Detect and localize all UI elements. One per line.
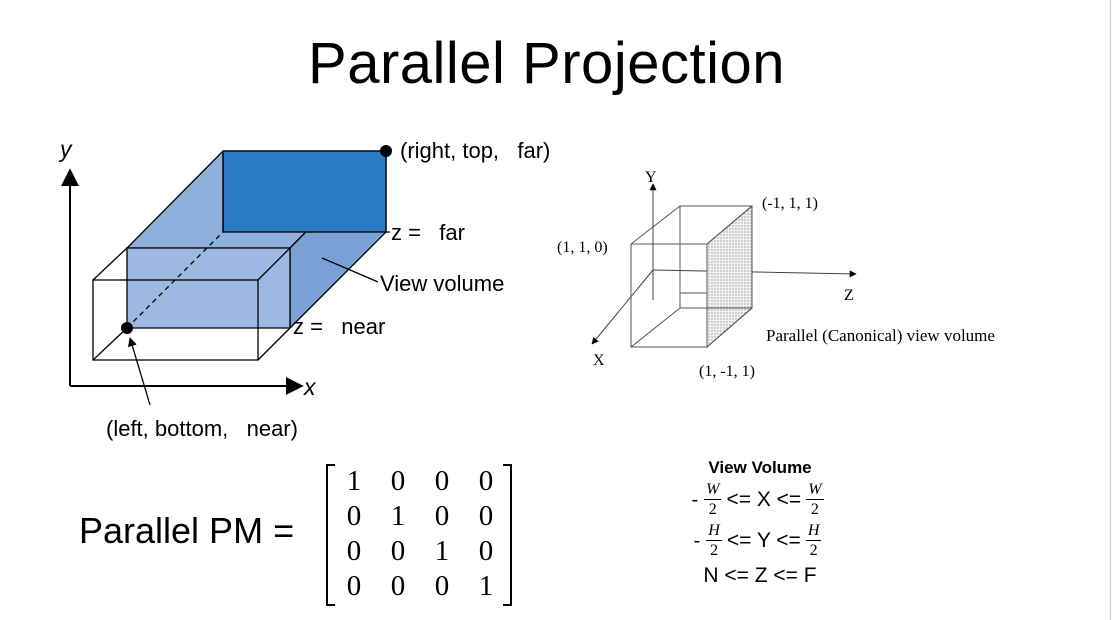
matrix-cell: 0 [390, 465, 406, 497]
matrix-cell: 0 [478, 535, 494, 567]
near-corner-label: (left, bottom, near) [106, 416, 298, 441]
near-box-edge [92, 327, 128, 361]
canonical-caption: Parallel (Canonical) view volume [766, 326, 995, 345]
fraction-denominator: 2 [810, 501, 819, 518]
near-corner-point [121, 322, 133, 334]
fraction-denominator: 2 [708, 501, 717, 518]
fraction: H 2 [706, 521, 722, 560]
X-axis-label: X [593, 352, 605, 369]
canonical-edge [706, 307, 753, 348]
fraction-numerator: W [704, 481, 722, 500]
matrix-cell: 1 [434, 535, 450, 567]
x-bounds-row: - W 2 <= X <= W 2 [660, 480, 860, 519]
slide-title: Parallel Projection [308, 31, 785, 96]
point-label-bottom: (1, -1, 1) [699, 363, 755, 380]
Z-axis-line [652, 269, 857, 278]
view-volume-front-face [126, 247, 291, 329]
minus-sign: - [693, 529, 701, 552]
matrix-label: Parallel PM = [79, 510, 295, 551]
canonical-edge [630, 307, 681, 348]
matrix-cell: 0 [390, 570, 406, 602]
right-canonical-volume-diagram: Y Z X (-1, 1, 1) (1, 1, 0) (1, -1, 1) Pa… [557, 169, 995, 380]
canonical-back-face [679, 205, 753, 309]
matrix-right-bracket [503, 464, 512, 606]
matrix-cell: 0 [434, 465, 450, 497]
matrix-cell: 0 [478, 500, 494, 532]
fraction: W 2 [704, 480, 722, 519]
z-bounds-row: N <= Z <= F [703, 564, 817, 587]
inequality-text: <= X <= [726, 488, 802, 511]
fraction-denominator: 2 [809, 542, 818, 559]
matrix-cell: 1 [390, 500, 406, 532]
view-volume-bounds: View Volume - W 2 <= X <= W 2 - H 2 <= Y… [660, 458, 860, 588]
z-near-label: z = near [293, 314, 385, 339]
canonical-side-face [706, 204, 753, 349]
view-volume-label: View volume [380, 271, 504, 296]
Y-axis-label: Y [645, 169, 657, 186]
point-label-top-left: (1, 1, 0) [557, 239, 608, 256]
near-box-front [92, 279, 259, 361]
near-box-edge [257, 247, 291, 281]
far-plane-face [222, 150, 387, 233]
y-bounds-row: - H 2 <= Y <= H 2 [660, 521, 860, 560]
far-corner-label: (right, top, far) [400, 138, 550, 163]
matrix-left-bracket [326, 464, 335, 606]
view-volume-leader [321, 257, 379, 283]
view-volume-title: View Volume [708, 458, 812, 477]
X-axis-line [591, 269, 654, 345]
matrix-cell: 0 [478, 465, 494, 497]
matrix-cell: 0 [346, 500, 362, 532]
minus-sign: - [691, 488, 699, 511]
matrix-cell: 0 [346, 570, 362, 602]
point-label-top-right: (-1, 1, 1) [762, 195, 818, 212]
near-corner-leader [127, 337, 151, 406]
matrix-cell: 0 [390, 535, 406, 567]
matrix-cell: 0 [434, 500, 450, 532]
fraction: W 2 [806, 480, 824, 519]
fraction: H 2 [805, 521, 822, 560]
projection-matrix: 1 0 0 0 0 1 0 0 0 0 1 0 0 0 0 1 [326, 464, 512, 606]
matrix-cell: 1 [478, 570, 494, 602]
fraction-denominator: 2 [710, 542, 719, 559]
matrix-cell: 0 [434, 570, 450, 602]
z-far-label: z = far [391, 220, 465, 245]
left-view-volume-diagram: y x (right, top, far) z = far View volum… [58, 136, 550, 441]
fraction-numerator: H [805, 522, 822, 541]
Z-axis-label: Z [844, 287, 854, 304]
fraction-numerator: W [806, 481, 824, 500]
canonical-edge [706, 205, 753, 245]
near-box-edge [257, 327, 291, 361]
far-corner-point [380, 145, 392, 157]
matrix-cells: 1 0 0 0 0 1 0 0 0 0 1 0 0 0 0 1 [332, 464, 508, 604]
x-axis-label: x [303, 374, 317, 400]
canonical-edge [630, 205, 681, 245]
fraction-numerator: H [706, 522, 722, 541]
matrix-cell: 0 [346, 535, 362, 567]
slide-edge [1110, 0, 1111, 620]
y-axis-label: y [58, 136, 73, 162]
near-box-edge [92, 247, 128, 281]
canonical-front-face [630, 243, 708, 348]
inequality-text: <= Y <= [726, 529, 801, 552]
matrix-cell: 1 [346, 465, 362, 497]
